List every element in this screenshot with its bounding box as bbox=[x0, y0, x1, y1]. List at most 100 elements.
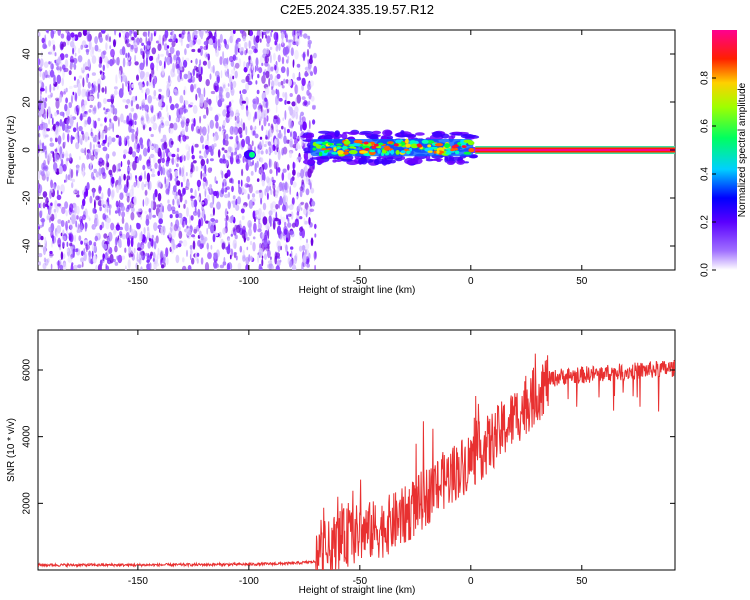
noise-blob bbox=[303, 99, 308, 106]
noise-blob bbox=[94, 213, 99, 221]
noise-blob bbox=[299, 114, 302, 123]
noise-blob bbox=[50, 61, 53, 70]
noise-blob bbox=[60, 191, 63, 195]
noise-blob bbox=[167, 152, 172, 157]
noise-blob bbox=[60, 232, 63, 237]
noise-blob bbox=[275, 104, 278, 114]
noise-blob bbox=[62, 41, 67, 47]
noise-blob bbox=[247, 40, 252, 48]
band-hot-blob bbox=[427, 150, 433, 153]
noise-blob bbox=[39, 170, 43, 175]
noise-blob bbox=[175, 254, 180, 264]
noise-blob bbox=[259, 141, 262, 149]
noise-blob bbox=[217, 43, 222, 49]
noise-blob bbox=[169, 56, 173, 65]
noise-blob bbox=[98, 185, 102, 194]
noise-blob bbox=[237, 262, 242, 270]
noise-blob bbox=[177, 200, 180, 205]
noise-blob bbox=[78, 125, 83, 132]
noise-blob bbox=[286, 100, 291, 105]
noise-blob bbox=[141, 89, 144, 93]
noise-blob bbox=[278, 129, 282, 134]
x-tick-label: -50 bbox=[353, 276, 368, 287]
noise-blob bbox=[269, 54, 272, 64]
noise-blob bbox=[186, 249, 188, 257]
band-peak-blob bbox=[461, 145, 467, 149]
noise-blob bbox=[169, 122, 174, 129]
noise-blob bbox=[168, 38, 173, 43]
colorbar-tick-label: 0.6 bbox=[700, 119, 711, 133]
noise-blob bbox=[88, 217, 91, 222]
spectrogram-content bbox=[38, 30, 675, 270]
noise-blob bbox=[110, 222, 115, 231]
noise-blob bbox=[263, 143, 267, 148]
noise-blob bbox=[186, 227, 191, 236]
noise-blob bbox=[273, 52, 276, 62]
noise-blob bbox=[103, 130, 106, 134]
noise-blob bbox=[158, 93, 162, 100]
noise-blob bbox=[157, 192, 162, 202]
noise-blob bbox=[45, 30, 49, 33]
colorbar-axes: 0.00.20.40.60.8 bbox=[700, 71, 716, 277]
noise-blob bbox=[254, 133, 259, 139]
noise-blob bbox=[47, 51, 53, 55]
noise-blob bbox=[115, 236, 118, 246]
noise-blob bbox=[72, 47, 75, 55]
noise-blob bbox=[226, 151, 229, 158]
noise-blob bbox=[272, 208, 276, 213]
noise-blob bbox=[53, 74, 56, 85]
noise-blob bbox=[43, 128, 47, 136]
snr-series-line bbox=[38, 353, 675, 570]
y-tick-label: 0 bbox=[22, 147, 33, 153]
noise-blob bbox=[128, 124, 132, 133]
noise-blob bbox=[42, 166, 48, 170]
noise-blob bbox=[202, 176, 207, 182]
noise-blob bbox=[199, 125, 202, 136]
band-blob bbox=[371, 130, 382, 135]
y-tick-label: -40 bbox=[22, 238, 33, 253]
noise-blob bbox=[286, 205, 290, 209]
noise-blob bbox=[199, 59, 202, 66]
noise-blob bbox=[114, 108, 118, 115]
noise-blob bbox=[142, 71, 145, 78]
noise-blob bbox=[205, 79, 210, 87]
noise-blob bbox=[86, 32, 91, 42]
noise-blob bbox=[183, 155, 186, 162]
noise-blob bbox=[145, 71, 150, 78]
noise-blob bbox=[275, 203, 279, 210]
noise-blob bbox=[260, 197, 263, 205]
noise-blob bbox=[192, 160, 197, 164]
noise-blob bbox=[203, 182, 205, 190]
noise-blob bbox=[89, 104, 93, 108]
noise-blob bbox=[88, 240, 93, 246]
band-blob bbox=[460, 133, 475, 139]
noise-blob bbox=[195, 125, 200, 134]
noise-blob bbox=[58, 244, 61, 248]
noise-blob bbox=[72, 91, 75, 96]
noise-blob bbox=[134, 61, 139, 66]
noise-blob bbox=[236, 224, 241, 234]
noise-blob bbox=[52, 185, 57, 190]
noise-blob bbox=[154, 162, 158, 169]
noise-blob bbox=[44, 70, 48, 79]
band-blob bbox=[373, 158, 380, 166]
band-blob bbox=[305, 135, 313, 142]
noise-blob bbox=[98, 144, 102, 149]
noise-blob bbox=[71, 178, 76, 183]
noise-blob bbox=[171, 153, 176, 158]
x-tick-label: -50 bbox=[353, 576, 368, 587]
noise-blob bbox=[70, 32, 75, 38]
noise-blob bbox=[121, 30, 127, 34]
noise-blob bbox=[276, 166, 278, 177]
noise-blob bbox=[40, 235, 44, 241]
noise-blob bbox=[176, 180, 181, 186]
noise-blob bbox=[117, 254, 123, 264]
noise-blob bbox=[286, 66, 290, 77]
noise-blob bbox=[189, 102, 194, 106]
noise-blob bbox=[127, 139, 130, 147]
noise-blob bbox=[127, 151, 133, 155]
noise-blob bbox=[106, 98, 112, 103]
noise-blob bbox=[94, 199, 96, 210]
noise-blob bbox=[237, 180, 241, 185]
